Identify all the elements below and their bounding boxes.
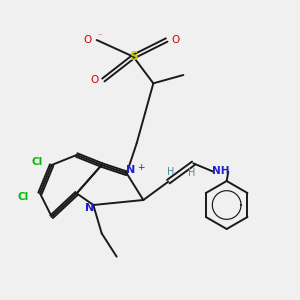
Text: Cl: Cl	[18, 192, 29, 202]
Text: N: N	[85, 203, 94, 213]
Text: NH: NH	[212, 166, 230, 176]
Text: S: S	[129, 50, 138, 63]
Text: Cl: Cl	[31, 157, 42, 167]
Text: H: H	[188, 168, 195, 178]
Text: H: H	[167, 167, 175, 177]
Text: +: +	[137, 163, 144, 172]
Text: N: N	[126, 165, 135, 175]
Text: O: O	[83, 35, 92, 45]
Text: O: O	[172, 35, 180, 45]
Text: ⁻: ⁻	[98, 32, 102, 40]
Text: O: O	[90, 75, 98, 85]
